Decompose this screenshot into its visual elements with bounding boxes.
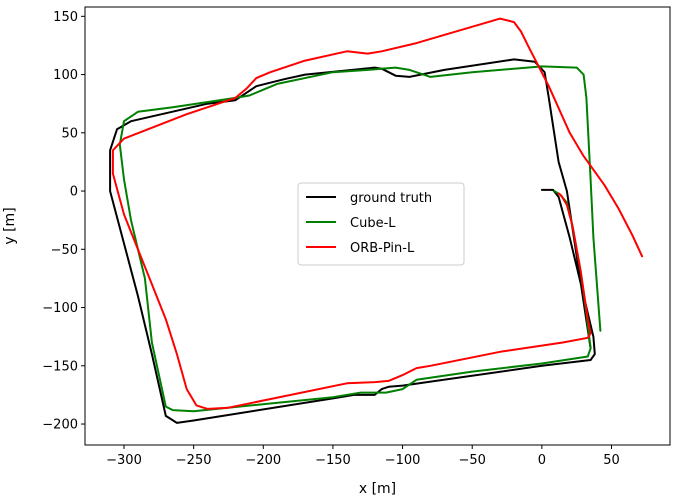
x-tick-label: −50 [458, 453, 485, 468]
series-layer [109, 17, 644, 424]
x-tick-label: −100 [385, 453, 421, 468]
y-tick-label: 150 [53, 10, 78, 25]
x-tick-label: 50 [603, 453, 620, 468]
legend: ground truth Cube-L ORB-Pin-L [297, 182, 465, 266]
legend-label-1: ground truth [350, 191, 432, 206]
series-line-3 [111, 17, 644, 410]
y-tick-label: −50 [51, 243, 78, 258]
series-line-1 [109, 58, 596, 424]
y-axis-label: y [m] [2, 207, 18, 244]
legend-label-2: Cube-L [350, 216, 396, 231]
y-tick-label: −150 [42, 359, 78, 374]
legend-label-3: ORB-Pin-L [350, 241, 415, 256]
y-tick-label: −200 [42, 418, 78, 433]
legend-box [297, 182, 465, 266]
x-axis-label: x [m] [359, 481, 396, 497]
plot-frame [84, 6, 671, 446]
x-tick-label: 0 [538, 453, 546, 468]
x-tick-label: −250 [176, 453, 212, 468]
y-axis-ticks: −200 −150 −100 −50 0 50 100 150 [42, 10, 85, 433]
x-tick-label: −300 [106, 453, 142, 468]
x-axis-ticks: −300 −250 −200 −150 −100 −50 0 50 [106, 445, 620, 468]
y-tick-label: 100 [53, 68, 78, 83]
y-tick-label: 0 [70, 185, 78, 200]
x-tick-label: −150 [315, 453, 351, 468]
y-tick-label: −100 [42, 301, 78, 316]
y-tick-label: 50 [61, 126, 78, 141]
x-tick-label: −200 [245, 453, 281, 468]
series-line-2 [118, 65, 602, 413]
